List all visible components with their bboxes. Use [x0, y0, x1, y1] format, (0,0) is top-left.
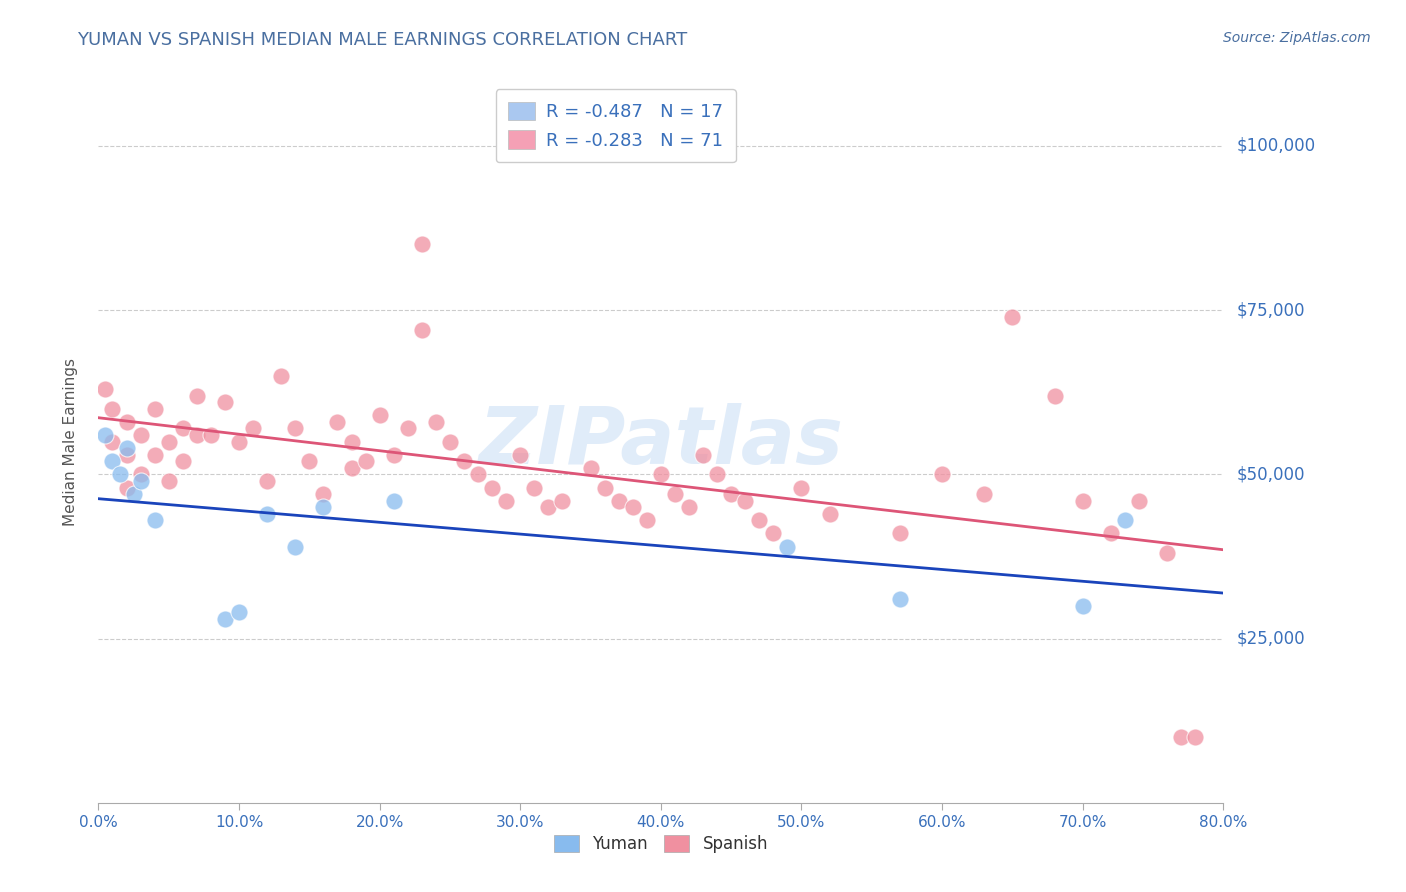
Point — [115, 481, 138, 495]
Text: Source: ZipAtlas.com: Source: ZipAtlas.com — [1223, 31, 1371, 45]
Point — [270, 368, 292, 383]
Point — [382, 493, 405, 508]
Point — [157, 474, 180, 488]
Point — [664, 487, 686, 501]
Point — [94, 428, 117, 442]
Point — [143, 513, 166, 527]
Text: ZIPatlas: ZIPatlas — [478, 402, 844, 481]
Point — [284, 540, 307, 554]
Point — [228, 434, 250, 449]
Point — [692, 448, 714, 462]
Point — [973, 487, 995, 501]
Point — [636, 513, 658, 527]
Point — [650, 467, 672, 482]
Point — [94, 382, 117, 396]
Point — [439, 434, 461, 449]
Point — [256, 474, 278, 488]
Point — [762, 526, 785, 541]
Point — [889, 592, 911, 607]
Point — [298, 454, 321, 468]
Point — [143, 401, 166, 416]
Point — [467, 467, 489, 482]
Point — [115, 441, 138, 455]
Point — [382, 448, 405, 462]
Point — [172, 421, 194, 435]
Point — [186, 388, 208, 402]
Point — [228, 605, 250, 619]
Point — [734, 493, 756, 508]
Point — [1071, 493, 1094, 508]
Point — [411, 323, 433, 337]
Point — [1071, 599, 1094, 613]
Point — [1001, 310, 1024, 324]
Point — [115, 448, 138, 462]
Point — [284, 421, 307, 435]
Text: $100,000: $100,000 — [1237, 137, 1316, 155]
Point — [931, 467, 953, 482]
Point — [1184, 730, 1206, 744]
Point — [129, 467, 152, 482]
Point — [101, 454, 124, 468]
Point — [186, 428, 208, 442]
Point — [1128, 493, 1150, 508]
Point — [748, 513, 770, 527]
Point — [1114, 513, 1136, 527]
Point — [523, 481, 546, 495]
Point — [340, 460, 363, 475]
Point — [818, 507, 841, 521]
Point — [1043, 388, 1066, 402]
Point — [108, 467, 131, 482]
Point — [368, 409, 391, 423]
Point — [214, 395, 236, 409]
Text: $75,000: $75,000 — [1237, 301, 1306, 319]
Point — [509, 448, 531, 462]
Point — [1170, 730, 1192, 744]
Point — [425, 415, 447, 429]
Point — [157, 434, 180, 449]
Point — [889, 526, 911, 541]
Point — [101, 434, 124, 449]
Point — [579, 460, 602, 475]
Point — [720, 487, 742, 501]
Point — [172, 454, 194, 468]
Point — [621, 500, 644, 515]
Point — [256, 507, 278, 521]
Point — [396, 421, 419, 435]
Point — [242, 421, 264, 435]
Point — [115, 415, 138, 429]
Point — [326, 415, 349, 429]
Point — [143, 448, 166, 462]
Text: $25,000: $25,000 — [1237, 630, 1306, 648]
Point — [129, 474, 152, 488]
Point — [495, 493, 517, 508]
Point — [537, 500, 560, 515]
Point — [1099, 526, 1122, 541]
Text: YUMAN VS SPANISH MEDIAN MALE EARNINGS CORRELATION CHART: YUMAN VS SPANISH MEDIAN MALE EARNINGS CO… — [77, 31, 688, 49]
Point — [122, 487, 145, 501]
Legend: Yuman, Spanish: Yuman, Spanish — [547, 828, 775, 860]
Point — [776, 540, 799, 554]
Point — [214, 612, 236, 626]
Point — [354, 454, 377, 468]
Point — [101, 401, 124, 416]
Point — [593, 481, 616, 495]
Point — [1156, 546, 1178, 560]
Text: $50,000: $50,000 — [1237, 466, 1306, 483]
Point — [551, 493, 574, 508]
Point — [312, 500, 335, 515]
Point — [411, 237, 433, 252]
Point — [200, 428, 222, 442]
Point — [607, 493, 630, 508]
Point — [453, 454, 475, 468]
Point — [312, 487, 335, 501]
Point — [790, 481, 813, 495]
Point — [129, 428, 152, 442]
Point — [706, 467, 728, 482]
Point — [678, 500, 700, 515]
Point — [481, 481, 503, 495]
Point — [340, 434, 363, 449]
Y-axis label: Median Male Earnings: Median Male Earnings — [63, 358, 77, 525]
